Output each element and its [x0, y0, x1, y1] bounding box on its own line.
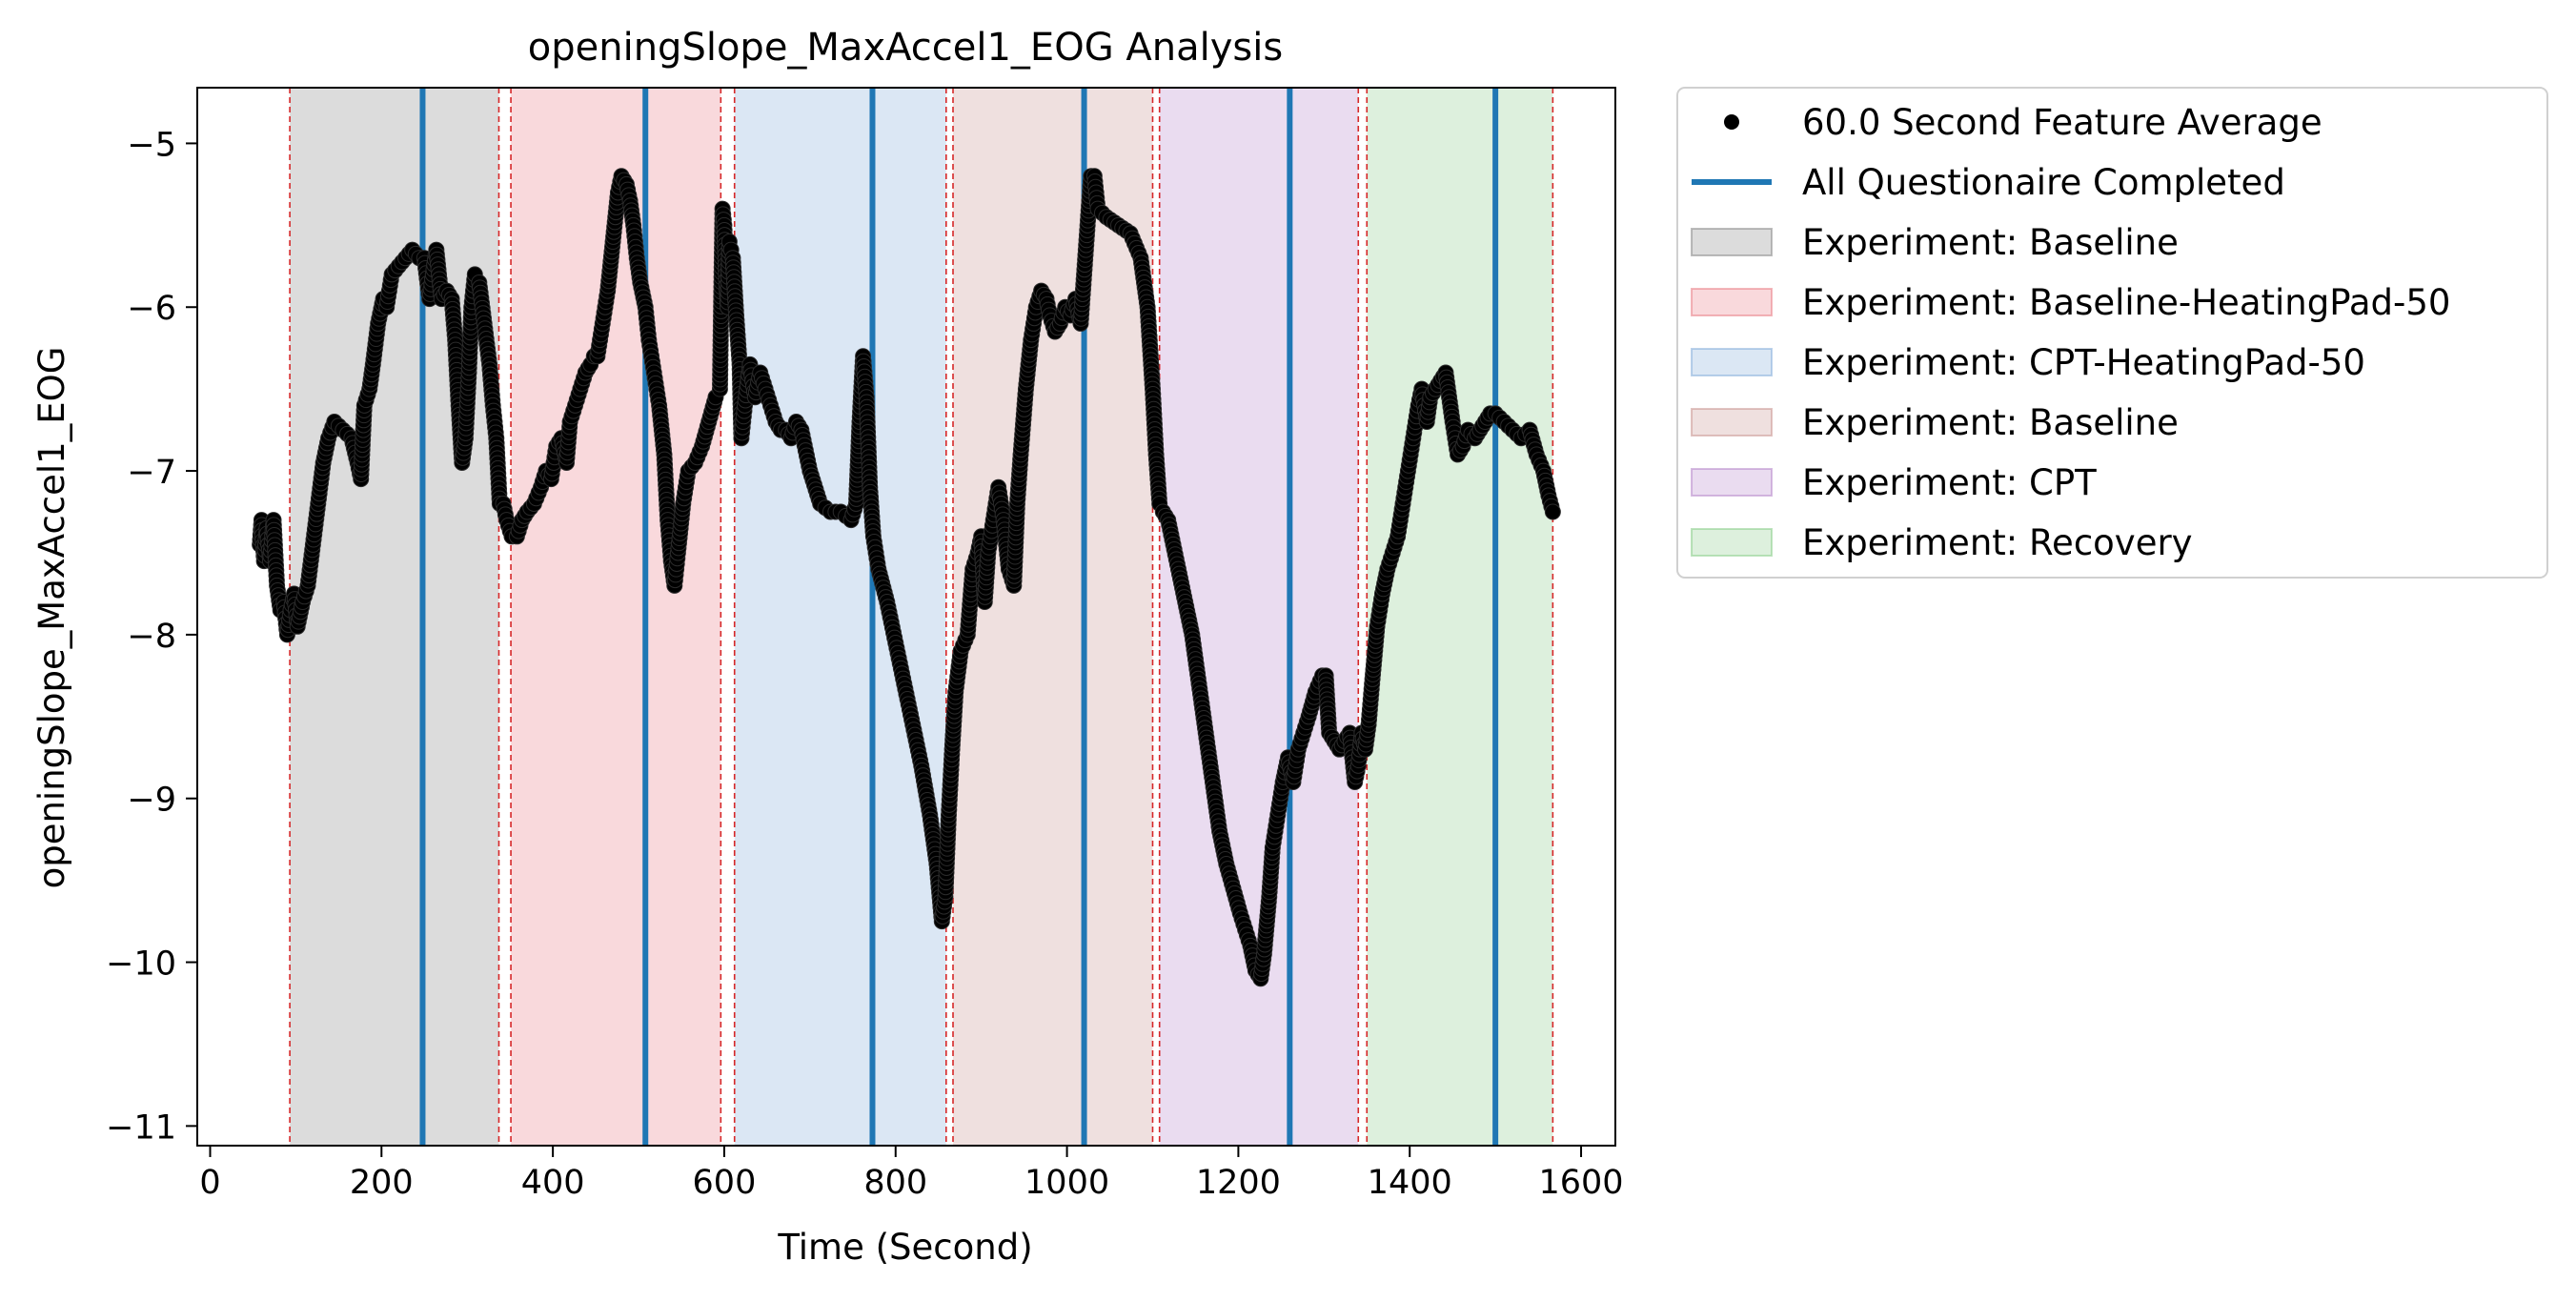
legend-patch-5 [1691, 408, 1773, 437]
legend-label-5: Experiment: Baseline [1802, 402, 2179, 443]
x-tick-label-7: 1400 [1368, 1164, 1452, 1202]
legend: 60.0 Second Feature Average All Questiona… [1676, 87, 2548, 579]
region-0 [290, 88, 499, 1146]
legend-patch-2 [1691, 228, 1773, 256]
y-tick-label-4: −9 [127, 782, 176, 820]
x-tick-label-1: 200 [350, 1164, 414, 1202]
x-axis-label: Time (Second) [777, 1227, 1032, 1268]
legend-box [1676, 87, 2548, 579]
x-tick-label-5: 1000 [1024, 1164, 1109, 1202]
y-tick-label-3: −8 [127, 618, 176, 656]
legend-patch-6 [1691, 468, 1773, 497]
data-points-layer [252, 168, 1561, 987]
x-tick-label-2: 400 [521, 1164, 585, 1202]
legend-label-6: Experiment: CPT [1802, 462, 2097, 503]
y-tick-label-0: −5 [127, 126, 176, 164]
legend-patch-4 [1691, 348, 1773, 376]
legend-label-4: Experiment: CPT-HeatingPad-50 [1802, 342, 2365, 383]
y-ticks-layer: −5 −6 −7 −8 −9 −10 −11 [106, 126, 197, 1147]
data-point-0-1513 [1544, 503, 1561, 520]
legend-label-2: Experiment: Baseline [1802, 222, 2179, 263]
chart-title: openingSlope_MaxAccel1_EOG Analysis [528, 26, 1283, 70]
legend-marker-0 [1724, 114, 1739, 130]
x-tick-label-0: 0 [199, 1164, 220, 1202]
x-tick-label-4: 800 [863, 1164, 927, 1202]
region-5 [1367, 88, 1553, 1146]
y-axis-label: openingSlope_MaxAccel1_EOG [31, 347, 72, 889]
y-tick-label-2: −7 [127, 454, 176, 492]
regions-layer [290, 88, 1553, 1146]
x-tick-label-3: 600 [693, 1164, 757, 1202]
x-ticks-layer: 0 200 400 600 800 1000 1200 1400 1600 [199, 1146, 1624, 1202]
legend-label-1: All Questionaire Completed [1802, 162, 2285, 203]
y-tick-label-1: −6 [127, 290, 176, 328]
region-3 [953, 88, 1153, 1146]
x-tick-label-6: 1200 [1196, 1164, 1281, 1202]
y-tick-label-6: −11 [106, 1108, 176, 1147]
y-tick-label-5: −10 [106, 945, 176, 984]
legend-label-7: Experiment: Recovery [1802, 522, 2193, 563]
legend-patch-3 [1691, 288, 1773, 316]
legend-label-0: 60.0 Second Feature Average [1802, 102, 2322, 143]
legend-label-3: Experiment: Baseline-HeatingPad-50 [1802, 282, 2450, 323]
legend-items: 60.0 Second Feature Average All Questiona… [1691, 102, 2450, 563]
legend-patch-7 [1691, 528, 1773, 557]
region-2 [734, 88, 946, 1146]
x-tick-label-8: 1600 [1538, 1164, 1623, 1202]
plot-frame [196, 87, 1616, 1147]
